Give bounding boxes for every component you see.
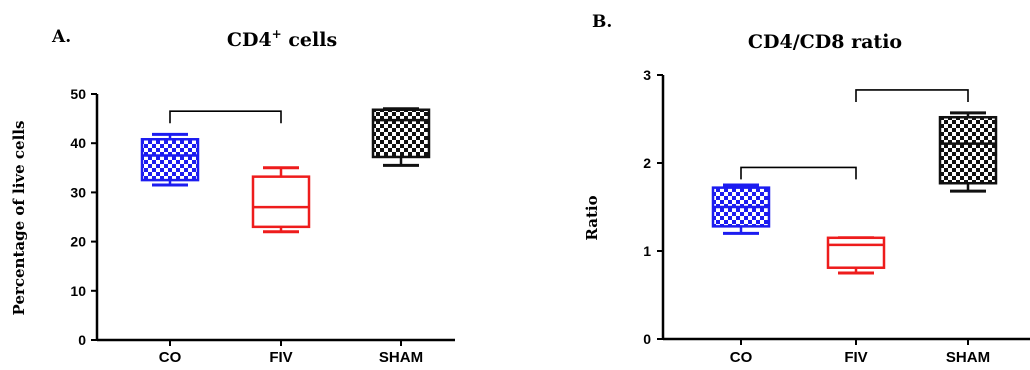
panel-a-title-main: CD4 <box>227 29 272 51</box>
panel-a-plot: 0 10 20 30 40 50 CO FIV SHAM <box>70 86 455 366</box>
x-tick-label: CO <box>159 349 182 366</box>
panel-b: B. CD4/CD8 ratio Ratio 0 1 2 3 CO FIV SHAM <box>583 12 1030 366</box>
panel-b-y-axis-label: Ratio <box>583 195 601 240</box>
panel-a: A. CD4+ cells Percentage of live cells 0… <box>10 27 455 366</box>
panel-a-label: A. <box>51 27 71 47</box>
box-body <box>938 115 998 185</box>
panel-b-plot: 0 1 2 3 CO FIV SHAM <box>643 67 1030 366</box>
box-body <box>826 236 886 269</box>
box-sham <box>938 111 998 193</box>
box-co <box>140 132 200 187</box>
y-tick-label: 3 <box>643 67 651 83</box>
y-tick-label: 0 <box>78 332 86 348</box>
panel-b-label: B. <box>592 12 612 32</box>
box-body <box>371 108 431 159</box>
y-tick-label: 10 <box>70 283 86 299</box>
y-tick-label: 2 <box>643 155 651 171</box>
y-tick-label: 1 <box>643 243 651 259</box>
x-tick-label: CO <box>730 349 753 366</box>
x-tick-label: SHAM <box>946 349 990 366</box>
panel-a-y-axis-label: Percentage of live cells <box>10 121 28 316</box>
box-co <box>711 183 771 235</box>
panel-a-title-superscript: + <box>272 27 282 41</box>
x-tick-label: SHAM <box>379 349 423 366</box>
y-tick-label: 30 <box>70 184 86 200</box>
panel-a-title-suffix: cells <box>282 29 337 51</box>
panel-b-title: CD4/CD8 ratio <box>748 31 902 53</box>
y-tick-label: 0 <box>643 331 651 347</box>
x-tick-label: FIV <box>269 349 292 366</box>
box-body <box>140 138 200 182</box>
y-tick-label: 40 <box>70 135 86 151</box>
y-tick-label: 50 <box>70 86 86 102</box>
box-body <box>251 175 311 229</box>
significance-bracket <box>855 89 969 102</box>
panel-b-title-main: CD4/CD8 ratio <box>748 31 902 53</box>
box-fiv <box>826 236 886 275</box>
panel-a-title: CD4+ cells <box>227 27 337 51</box>
box-fiv <box>251 166 311 234</box>
y-tick-label: 20 <box>70 234 86 250</box>
significance-bracket <box>169 110 282 124</box>
significance-bracket <box>740 166 857 180</box>
box-sham <box>371 107 431 167</box>
x-tick-label: FIV <box>844 349 867 366</box>
